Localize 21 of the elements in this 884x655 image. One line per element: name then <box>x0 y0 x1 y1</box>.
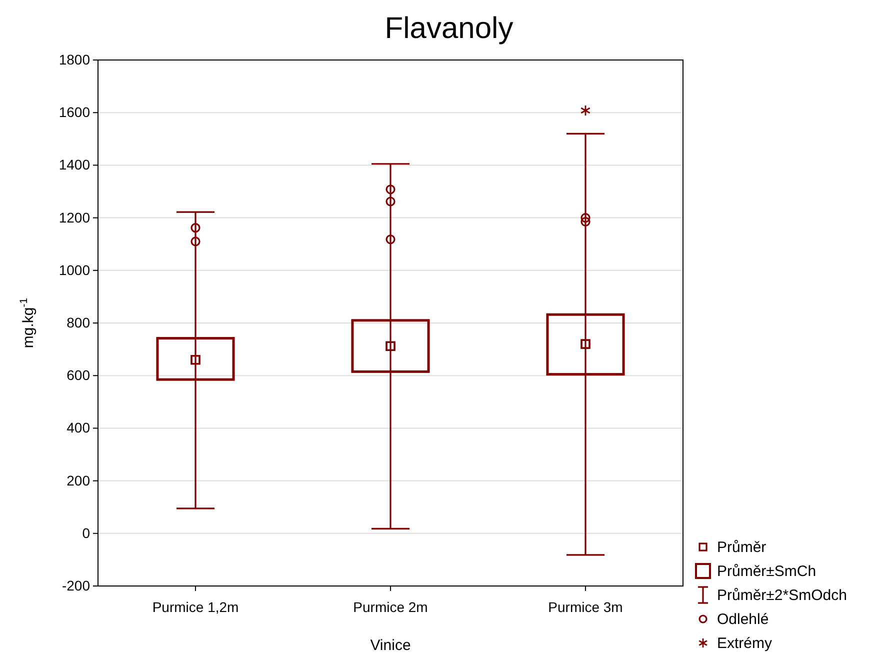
legend-label: Průměr±SmCh <box>717 563 816 580</box>
x-tick-label: Purmice 2m <box>353 599 428 616</box>
legend-label: Průměr±2*SmOdch <box>717 587 847 604</box>
y-tick-label: 800 <box>66 314 90 330</box>
y-tick-label: 600 <box>66 367 90 384</box>
x-tick-label: Purmice 3m <box>548 599 623 616</box>
legend-label: Odlehlé <box>717 611 769 628</box>
y-tick-label: 1000 <box>58 262 90 278</box>
y-tick-label: 1400 <box>58 156 90 173</box>
y-tick-label: 1800 <box>58 51 90 68</box>
y-tick-label: 1200 <box>58 209 90 226</box>
x-axis-title: Vinice <box>370 637 411 654</box>
y-tick-label: -200 <box>62 577 90 594</box>
legend-label: Průměr <box>717 539 766 556</box>
y-tick-label: 200 <box>66 472 90 488</box>
y-tick-label: 0 <box>82 524 90 541</box>
chart-title: Flavanoly <box>384 12 514 45</box>
x-tick-label: Purmice 1,2m <box>152 599 239 616</box>
y-tick-label: 1600 <box>58 104 90 120</box>
y-tick-label: 400 <box>66 420 90 436</box>
legend-label: Extrémy <box>717 635 773 652</box>
